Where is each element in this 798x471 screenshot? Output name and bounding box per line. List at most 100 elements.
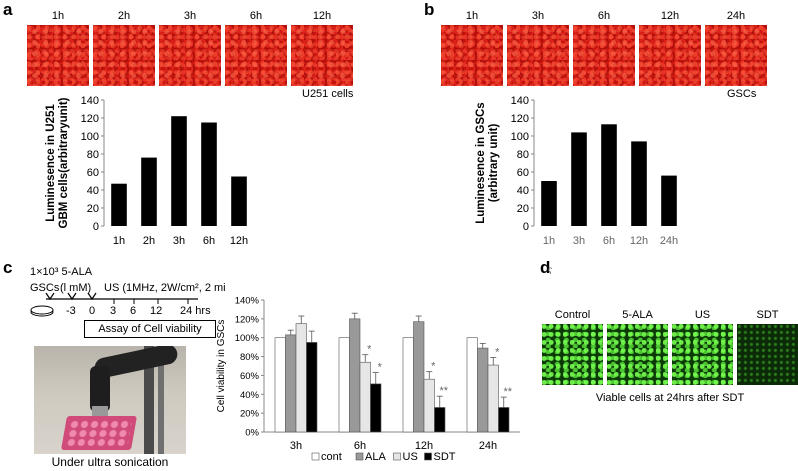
timeline-tick-12: 12 <box>150 305 163 317</box>
panel-c-legend-cont: cont <box>321 451 342 463</box>
panel-c-ytick-2: 40% <box>240 390 260 401</box>
panel-c-chart: 0% 20% 40% 60% 80% 100% 120% 140% Cell viability… <box>216 296 520 463</box>
ala-arrow-icon <box>67 292 77 301</box>
panel-a-xtick-3h: 3h <box>173 235 185 244</box>
panel-d-image-label-2: US <box>694 309 711 321</box>
panel-c-bar-24h-ALA <box>477 347 489 433</box>
panel-c-xtick-6h: 6h <box>354 440 366 452</box>
panel-c-bar-24h-US <box>487 364 499 433</box>
panel-b-bar-12h <box>631 141 647 226</box>
panel-c-bar-24h-SDT <box>498 407 510 433</box>
panel-a-xtick-6h: 6h <box>203 235 215 244</box>
panel-c-ytick-6: 120% <box>235 314 260 325</box>
panel-a-micrograph-1 <box>92 24 156 87</box>
panel-d-micrograph-0 <box>541 323 604 386</box>
panel-a-ytick-6: 120 <box>81 113 99 125</box>
panel-c-ytick-4: 80% <box>240 352 260 363</box>
panel-c-sig-6h-SDT: * <box>378 362 383 374</box>
panel-c-letter: c <box>3 258 13 277</box>
panel-b-letter: b <box>424 0 435 19</box>
panel-a-micrograph-3 <box>224 24 288 87</box>
panel-c-bar-6h-ALA <box>349 318 361 433</box>
panel-c-bar-3h-US <box>295 323 307 433</box>
panel-c-bar-12h-US <box>423 378 435 433</box>
panel-b-ylabel: Luminesence in GSCs(arbitrary unit) <box>475 102 500 223</box>
panel-b-ytick-5: 100 <box>511 131 529 143</box>
panel-c-ytick-0: 0% <box>245 428 259 439</box>
protocol-ala-dose: (l mM) <box>60 282 92 294</box>
panel-a-bar-2h <box>141 157 157 226</box>
panel-b-ytick-4: 80 <box>517 149 529 161</box>
panel-d-micrograph-3 <box>736 323 798 386</box>
panel-c-sig-24h-US: * <box>495 347 500 359</box>
panel-d-micrograph-1 <box>606 323 669 386</box>
panel-b-ytick-7: 140 <box>511 95 529 107</box>
panel-c-legend-ALA: ALA <box>365 451 386 463</box>
assay-box: Assay of Cell viability <box>84 320 216 338</box>
panel-b-micrograph-0 <box>440 24 504 87</box>
panel-b-xtick-1h: 1h <box>543 235 555 244</box>
panel-b-bar-1h <box>541 181 557 226</box>
panel-b-xtick-24h: 24h <box>660 235 678 244</box>
panel-d-letter: d <box>540 258 551 277</box>
panel-c-ytick-5: 100% <box>235 333 260 344</box>
panel-a-ytick-4: 80 <box>87 149 99 161</box>
panel-d-image-label-3: SDT <box>756 309 779 321</box>
panel-a-micrograph-0 <box>26 24 90 87</box>
panel-b-chart: 0 20 40 60 80 100 120 140 Luminesence in GSCs(ar… <box>475 95 678 244</box>
panel-a-cell-label: U251 cells <box>302 88 354 100</box>
panel-a-ytick-5: 100 <box>81 131 99 143</box>
protocol-us-params: US (1MHz, 2W/cm², 2 mi <box>104 282 226 294</box>
panel-c-bar-12h-cont <box>402 337 414 433</box>
panel-b-xtick-12h: 12h <box>630 235 648 244</box>
panel-c-bar-3h-SDT <box>306 342 318 433</box>
panel-c-sig-24h-SDT: ** <box>503 386 512 398</box>
panel-c-xtick-24h: 24h <box>479 440 497 452</box>
panel-c-sig-12h-US: * <box>431 361 436 373</box>
panel-b-micrograph-2 <box>572 24 636 87</box>
panel-b-ytick-2: 40 <box>517 185 529 197</box>
panel-a-ylabel: Luminesence in U251GBM cells(arbitraryun… <box>45 97 70 228</box>
protocol-gscs: GSCs <box>30 282 60 294</box>
panel-a-letter: a <box>3 0 13 19</box>
protocol-line-1: 1×10³ 5-ALA <box>30 266 93 278</box>
panel-a-micrograph-4 <box>290 24 354 87</box>
panel-b-cell-label: GSCs <box>727 88 757 100</box>
panel-a-bar-12h <box>231 176 247 226</box>
panel-c-legend-swatch-cont <box>311 452 320 461</box>
panel-a-bar-1h <box>111 183 127 226</box>
panel-c-legend-swatch-SDT <box>424 452 432 461</box>
panel-c-legend-swatch-ALA <box>355 452 364 461</box>
panel-c-bar-3h-ALA <box>285 334 297 433</box>
panel-a-ytick-1: 20 <box>87 203 99 215</box>
panel-c-legend-US: US <box>403 451 418 463</box>
panel-b-ytick-3: 60 <box>517 167 529 179</box>
panel-b-micrograph-1 <box>506 24 570 87</box>
panel-c-sig-6h-US: * <box>367 344 372 356</box>
panel-a-ytick-0: 0 <box>93 221 99 233</box>
panel-c-xtick-3h: 3h <box>290 440 302 452</box>
panel-d-stray-mark: ʕ <box>548 266 553 276</box>
panel-a-xtick-12h: 12h <box>230 235 248 244</box>
panel-b-image-label-3: 12h <box>660 10 680 22</box>
panel-a-bar-3h <box>171 116 187 226</box>
photo-caption: Under ultra sonication <box>51 455 169 469</box>
panel-c-xtick-12h: 12h <box>415 440 433 452</box>
panel-c-ytick-1: 20% <box>240 409 260 420</box>
timeline-tick-0: 0 <box>89 305 96 317</box>
panel-c-ylabel: Cell viability in GSCs <box>216 320 227 413</box>
panel-b-image-label-1: 3h <box>531 10 545 22</box>
panel-b-xtick-6h: 6h <box>603 235 615 244</box>
panel-a-ytick-3: 60 <box>87 167 99 179</box>
panel-c-legend-SDT: SDT <box>434 451 456 463</box>
timeline-tick-3: 3 <box>110 305 117 317</box>
panel-a-image-label-2: 3h <box>183 10 197 22</box>
panel-d-image-label-0: Control <box>554 309 591 321</box>
panel-a-image-label-0: 1h <box>51 10 65 22</box>
panel-b-image-label-2: 6h <box>597 10 611 22</box>
panel-b-bar-3h <box>571 132 587 226</box>
panel-d-caption: Viable cells at 24hrs after SDT <box>595 392 745 404</box>
sonication-photo <box>34 346 186 454</box>
timeline-tick-m3: -3 <box>66 305 76 317</box>
panel-b-ytick-6: 120 <box>511 113 529 125</box>
